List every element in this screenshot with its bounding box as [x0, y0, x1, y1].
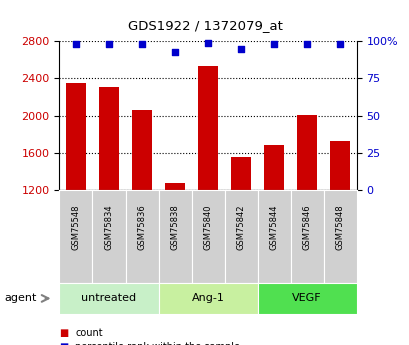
Bar: [198, 67, 218, 190]
Point: [336, 42, 343, 47]
Bar: [66, 83, 85, 190]
Point: [72, 42, 79, 47]
Bar: [297, 115, 316, 190]
Point: [171, 49, 178, 55]
Text: GSM75842: GSM75842: [236, 204, 245, 250]
Text: GSM75844: GSM75844: [269, 204, 278, 250]
Text: Ang-1: Ang-1: [191, 294, 224, 303]
Text: GSM75848: GSM75848: [335, 204, 344, 250]
Text: GDS1922 / 1372079_at: GDS1922 / 1372079_at: [127, 19, 282, 32]
Text: GSM75846: GSM75846: [302, 204, 311, 250]
Text: untreated: untreated: [81, 294, 136, 303]
Point: [106, 42, 112, 47]
Text: GSM75548: GSM75548: [71, 204, 80, 250]
Text: agent: agent: [4, 294, 36, 303]
Bar: [99, 87, 119, 190]
Text: GSM75838: GSM75838: [170, 204, 179, 250]
Bar: [165, 183, 184, 190]
Point: [237, 46, 244, 51]
Text: percentile rank within the sample: percentile rank within the sample: [75, 342, 239, 345]
Point: [303, 42, 310, 47]
Text: GSM75834: GSM75834: [104, 204, 113, 250]
Text: count: count: [75, 328, 102, 338]
Text: GSM75836: GSM75836: [137, 204, 146, 250]
Bar: [263, 145, 283, 190]
Text: ■: ■: [59, 342, 69, 345]
Point: [204, 40, 211, 46]
Point: [270, 42, 277, 47]
Bar: [132, 110, 152, 190]
Text: VEGF: VEGF: [292, 294, 321, 303]
Text: ■: ■: [59, 328, 69, 338]
Bar: [330, 141, 349, 190]
Bar: [231, 157, 250, 190]
Point: [138, 42, 145, 47]
Text: GSM75840: GSM75840: [203, 204, 212, 250]
